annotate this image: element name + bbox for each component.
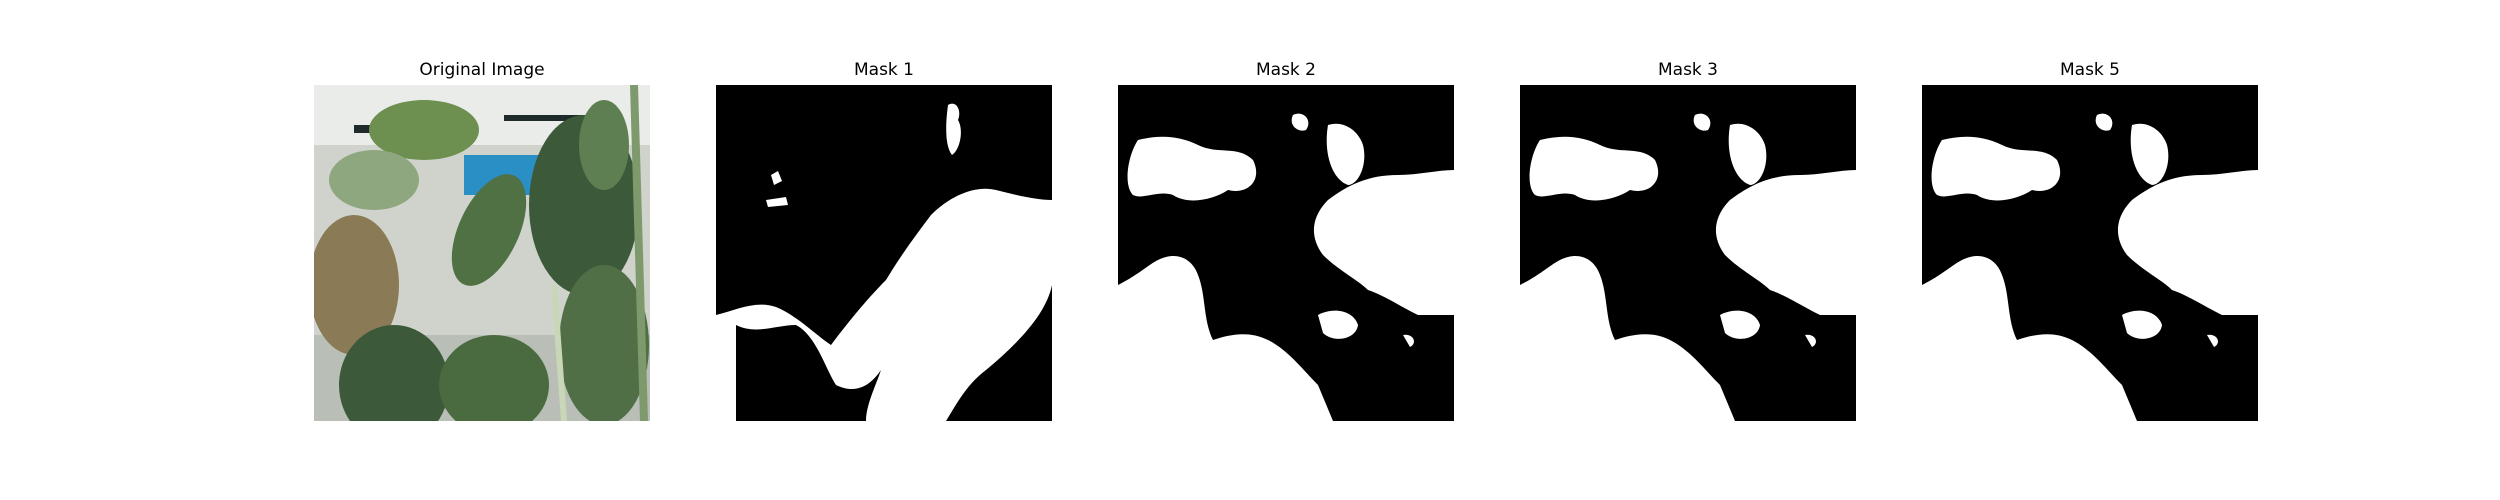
panel-title: Original Image <box>419 60 545 80</box>
panel-title: Mask 3 <box>1657 60 1718 80</box>
mask-3-image <box>1520 85 1856 421</box>
panel-title: Mask 2 <box>1255 60 1316 80</box>
mask-2-image <box>1118 85 1454 421</box>
mask-1-image <box>716 85 1052 421</box>
original-plant-photo <box>314 85 650 421</box>
panel-title: Mask 5 <box>2059 60 2120 80</box>
panel-title: Mask 1 <box>853 60 914 80</box>
mask-5-image <box>1922 85 2258 421</box>
